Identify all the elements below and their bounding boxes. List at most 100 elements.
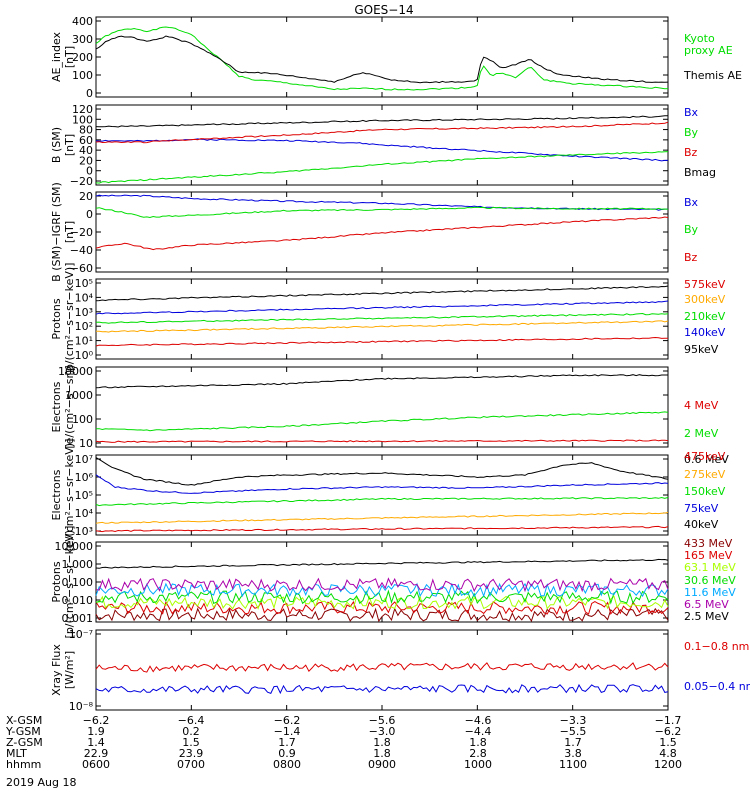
y-tick-label: 10³ <box>75 306 93 319</box>
y-axis-label: [e/(cm²−s−sr)] <box>63 365 76 448</box>
y-tick-label: 10² <box>75 320 93 333</box>
series-line <box>95 582 669 598</box>
ephemeris-value: 2.8 <box>469 747 487 760</box>
y-tick-label: 20 <box>79 154 93 167</box>
y-tick-label: 100 <box>72 69 93 82</box>
panel-frame <box>95 454 669 536</box>
series-line <box>95 589 669 605</box>
ephemeris-value: −1.4 <box>274 725 301 738</box>
y-axis-label: [e/(cm²−s−sr−keV)] <box>63 439 76 552</box>
ephemeris-value: 0.2 <box>182 725 200 738</box>
ephemeris-value: 0600 <box>82 758 110 771</box>
y-axis-label: B (SM) <box>50 127 63 163</box>
y-tick-label: 0 <box>86 87 93 100</box>
legend-label: 63.1 MeV <box>684 561 736 574</box>
y-tick-label: 100 <box>72 113 93 126</box>
y-tick-label: 10³ <box>75 525 93 538</box>
panel-5: 10³ 10⁴ 10⁵ 10⁶ 10⁷ Electrons [e/(cm²−s−sr−keV… <box>50 439 726 552</box>
series-line <box>95 206 669 219</box>
y-tick-label: 120 <box>72 103 93 116</box>
ephemeris-value: 0900 <box>368 758 396 771</box>
legend-label: Kyoto <box>684 32 715 45</box>
y-axis-label: Protons <box>50 298 63 339</box>
ephemeris-value: −5.5 <box>560 725 587 738</box>
series-line <box>95 336 668 347</box>
y-axis-label: AE_index <box>50 31 63 82</box>
ephemeris-value: 0.9 <box>278 747 296 760</box>
date-label: 2019 Aug 18 <box>6 776 76 789</box>
page-title: GOES−14 <box>354 3 413 17</box>
y-tick-label: −60 <box>70 262 93 275</box>
panel-2: −60 −40 −20 0 20 B (SM)−IGRF (SM) [nT] Bx By Bz <box>50 182 699 282</box>
ephemeris-value: 1.9 <box>87 725 105 738</box>
ephemeris-table: X-GSMY-GSMZ-GSMMLThhmm−6.21.91.422.90600… <box>5 714 682 771</box>
legend-label: 433 MeV <box>684 537 733 550</box>
panel-4: 10 100 1000 10000 Electrons [e/(cm²−s−sr)] 4 M… <box>50 365 729 466</box>
legend-label: By <box>684 223 699 236</box>
series-line <box>95 558 669 569</box>
ephemeris-value: 23.9 <box>179 747 204 760</box>
series-line <box>95 216 669 251</box>
y-tick-label: 80 <box>79 124 93 137</box>
ephemeris-value: 1200 <box>654 758 682 771</box>
y-tick-label: 10⁷ <box>75 453 93 466</box>
ephemeris-value: 1.5 <box>659 736 677 749</box>
legend-label: 0.05−0.4 nm <box>684 680 750 693</box>
y-axis-label: Xray Flux <box>50 644 63 696</box>
series-line <box>95 411 669 432</box>
y-tick-label: 0 <box>86 165 93 178</box>
y-tick-label: 1000 <box>65 389 93 402</box>
ephemeris-value: 0800 <box>273 758 301 771</box>
y-tick-label: 400 <box>72 15 93 28</box>
series-line <box>95 138 668 162</box>
legend-label: By <box>684 126 699 139</box>
legend-label: 0.6 MeV <box>684 453 729 466</box>
y-tick-label: 10⁵ <box>75 277 93 290</box>
series-line <box>95 512 669 524</box>
y-tick-label: 0.001 <box>62 612 94 625</box>
y-axis-label: [nT] <box>63 134 76 156</box>
ephemeris-row-label: hhmm <box>6 758 41 771</box>
y-tick-label: 40 <box>79 144 93 157</box>
legend-label: Bz <box>684 251 698 264</box>
y-axis-label: Electrons <box>50 381 63 432</box>
series-line <box>95 600 669 616</box>
y-tick-label: 20 <box>79 190 93 203</box>
y-axis-label: [nT] <box>63 46 76 68</box>
y-axis-label: [W/m²] <box>63 651 76 689</box>
legend-label: 140keV <box>684 326 726 339</box>
y-tick-label: 10⁻⁷ <box>69 628 93 641</box>
ephemeris-value: 1.4 <box>87 736 105 749</box>
ephemeris-value: 1.8 <box>469 736 487 749</box>
y-axis-label: Protons <box>50 561 63 602</box>
y-tick-label: 10⁴ <box>75 507 94 520</box>
series-line <box>95 300 669 315</box>
panel-6: 0.001 0.010 0.100 1.000 10.000 Protons [p/(cm²… <box>50 526 736 639</box>
ephemeris-value: 1.7 <box>278 736 296 749</box>
legend-label: Themis AE <box>683 69 742 82</box>
ephemeris-value: −6.2 <box>274 714 301 727</box>
ephemeris-value: −6.2 <box>655 725 682 738</box>
ephemeris-value: 1.8 <box>373 747 391 760</box>
legend-label: 150keV <box>684 485 726 498</box>
ephemeris-value: −6.4 <box>178 714 205 727</box>
legend-label: 210keV <box>684 310 726 323</box>
series-line <box>95 26 669 91</box>
ephemeris-value: 1.8 <box>373 736 391 749</box>
y-tick-label: 60 <box>79 134 93 147</box>
series-line <box>95 151 669 184</box>
y-axis-label: [p/(cm²−s−sr−keV)] <box>63 526 76 639</box>
legend-label: 30.6 MeV <box>684 574 736 587</box>
series-line <box>95 115 668 128</box>
y-axis-label: B (SM)−IGRF (SM) <box>50 182 63 282</box>
series-line <box>95 285 669 302</box>
ephemeris-value: 0700 <box>177 758 205 771</box>
legend-label: 6.5 MeV <box>684 598 729 611</box>
series-line <box>95 662 669 673</box>
y-axis-label: [nT] <box>63 221 76 243</box>
series-line <box>95 496 669 507</box>
